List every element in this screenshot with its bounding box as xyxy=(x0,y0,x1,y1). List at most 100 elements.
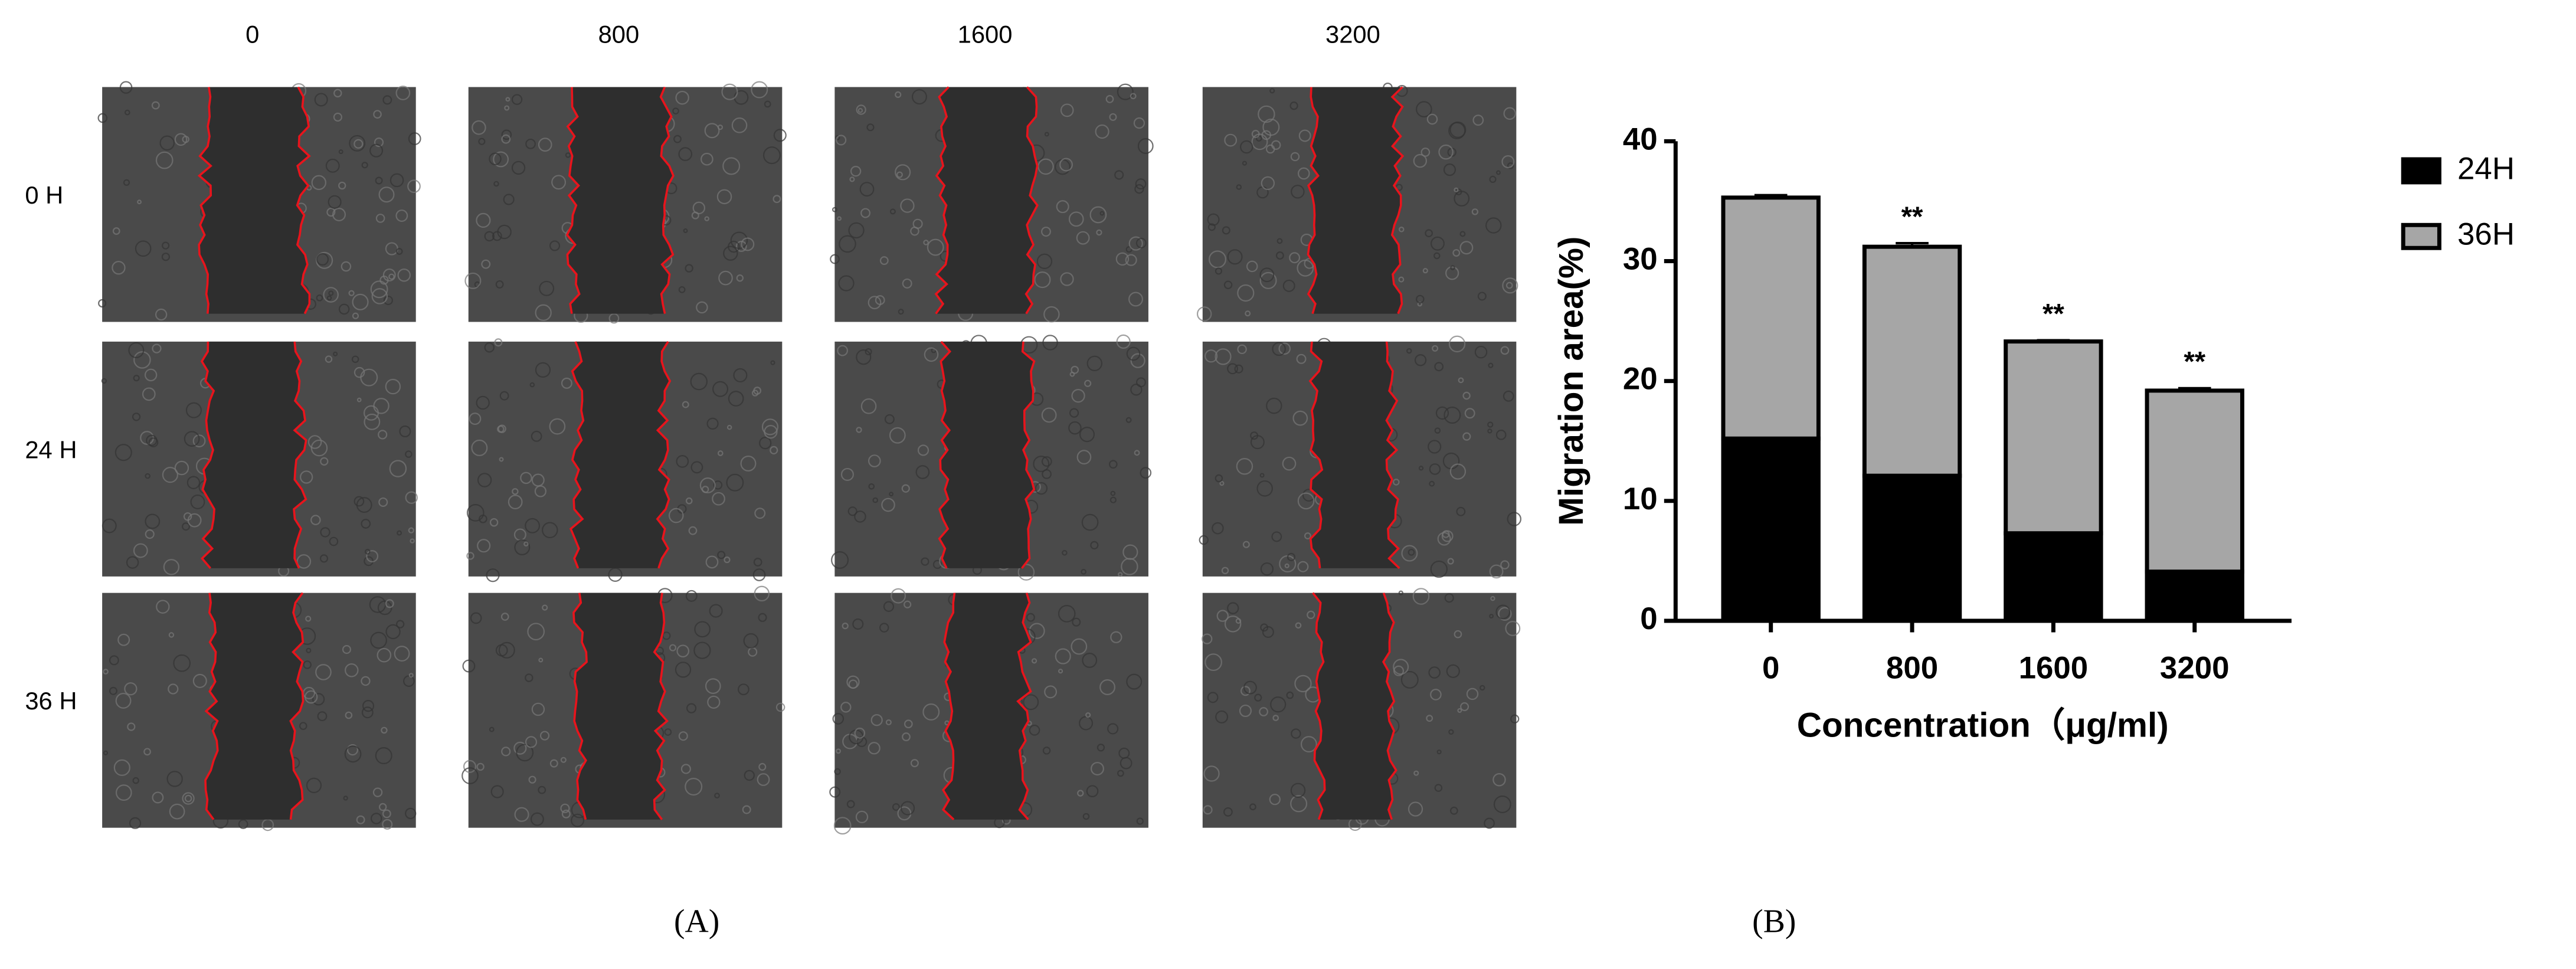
cell-texture xyxy=(1029,623,1045,639)
cell-texture xyxy=(1507,162,1514,169)
micrograph xyxy=(464,81,787,324)
cell-texture xyxy=(1416,101,1432,117)
cell-texture xyxy=(1095,124,1109,139)
cell-texture xyxy=(685,264,693,273)
cell-texture xyxy=(1135,178,1147,190)
wound-edge xyxy=(197,87,212,314)
cell-texture xyxy=(1041,456,1052,467)
error-bar xyxy=(1754,194,1788,198)
cell-texture xyxy=(1452,249,1461,257)
cell-texture xyxy=(759,437,772,450)
cell-texture xyxy=(1125,246,1132,253)
cell-texture xyxy=(152,791,164,804)
cell-texture xyxy=(1240,140,1253,154)
cell-texture xyxy=(682,401,689,408)
cell-texture xyxy=(1260,562,1274,576)
cell-texture xyxy=(910,759,919,768)
cell-texture xyxy=(561,809,571,819)
cell-texture xyxy=(531,430,542,442)
cell-texture xyxy=(1023,694,1039,711)
cell-texture xyxy=(143,748,151,756)
cell-texture xyxy=(690,372,708,391)
cell-texture xyxy=(740,455,757,472)
cell-texture xyxy=(117,633,130,646)
micrograph xyxy=(461,585,785,828)
cell-texture xyxy=(775,702,785,712)
cell-texture xyxy=(311,175,326,191)
cell-texture xyxy=(190,495,205,509)
cell-texture xyxy=(685,497,693,505)
cell-texture xyxy=(735,240,747,252)
cell-texture xyxy=(1443,163,1456,176)
wound-edge xyxy=(1307,87,1320,315)
cell-texture xyxy=(837,345,848,356)
cell-texture xyxy=(847,506,857,516)
cell-texture xyxy=(1245,310,1251,317)
cell-texture xyxy=(1296,353,1307,364)
cell-texture xyxy=(320,527,330,538)
cell-texture xyxy=(472,120,486,135)
cell-texture xyxy=(495,280,504,289)
cell-texture xyxy=(846,800,855,808)
cell-texture xyxy=(832,713,845,725)
cell-texture xyxy=(1282,456,1297,471)
cell-texture xyxy=(1041,407,1057,423)
cell-texture xyxy=(842,622,849,630)
wound-edge xyxy=(656,341,672,569)
cell-texture xyxy=(528,775,536,784)
row-label: 24 H xyxy=(25,436,77,463)
cell-texture xyxy=(1109,496,1117,503)
cell-texture xyxy=(1416,294,1425,304)
cell-texture xyxy=(758,613,767,622)
cell-texture xyxy=(146,434,158,446)
cell-texture xyxy=(184,431,200,447)
cell-texture xyxy=(395,209,408,222)
cell-texture xyxy=(356,497,372,513)
wound-edge xyxy=(653,592,669,820)
cell-texture xyxy=(704,216,709,221)
cell-texture xyxy=(477,539,491,553)
wound-edge xyxy=(938,341,952,569)
cell-texture xyxy=(1055,648,1071,664)
wound-edge xyxy=(289,592,305,820)
cell-texture xyxy=(299,722,307,730)
cell-texture xyxy=(410,538,415,544)
cell-texture xyxy=(1289,102,1298,110)
cell-texture xyxy=(1429,480,1435,487)
cell-texture xyxy=(333,351,338,356)
cell-texture xyxy=(173,654,191,672)
cell-texture xyxy=(1413,770,1419,776)
cell-texture xyxy=(730,231,748,250)
cell-texture xyxy=(924,347,939,362)
cell-texture xyxy=(1492,772,1506,787)
cell-texture xyxy=(1130,93,1137,100)
cell-texture xyxy=(1026,613,1035,622)
cell-texture xyxy=(1084,379,1092,387)
cell-texture xyxy=(726,473,744,492)
y-tick-label: 0 xyxy=(1640,601,1657,636)
cell-texture xyxy=(685,590,698,602)
cell-texture xyxy=(137,199,142,205)
cell-texture xyxy=(1137,138,1154,154)
cell-texture xyxy=(378,430,388,440)
cell-texture xyxy=(683,228,688,233)
cell-texture xyxy=(525,138,536,149)
cell-texture xyxy=(733,368,748,382)
cell-texture xyxy=(1227,249,1243,265)
cell-texture xyxy=(462,659,476,673)
cell-texture xyxy=(1069,408,1079,418)
cell-texture xyxy=(718,270,733,286)
cell-texture xyxy=(504,105,510,111)
cell-texture xyxy=(721,83,738,100)
cell-texture xyxy=(383,295,393,306)
cell-texture xyxy=(1454,187,1459,192)
cell-texture xyxy=(466,552,474,560)
column-label: 0 xyxy=(246,20,259,48)
cell-texture xyxy=(1042,747,1051,755)
cell-texture xyxy=(1207,213,1220,226)
cell-texture xyxy=(868,454,881,467)
cell-texture xyxy=(1426,113,1438,125)
cell-texture xyxy=(113,759,130,776)
cell-texture xyxy=(512,488,519,495)
